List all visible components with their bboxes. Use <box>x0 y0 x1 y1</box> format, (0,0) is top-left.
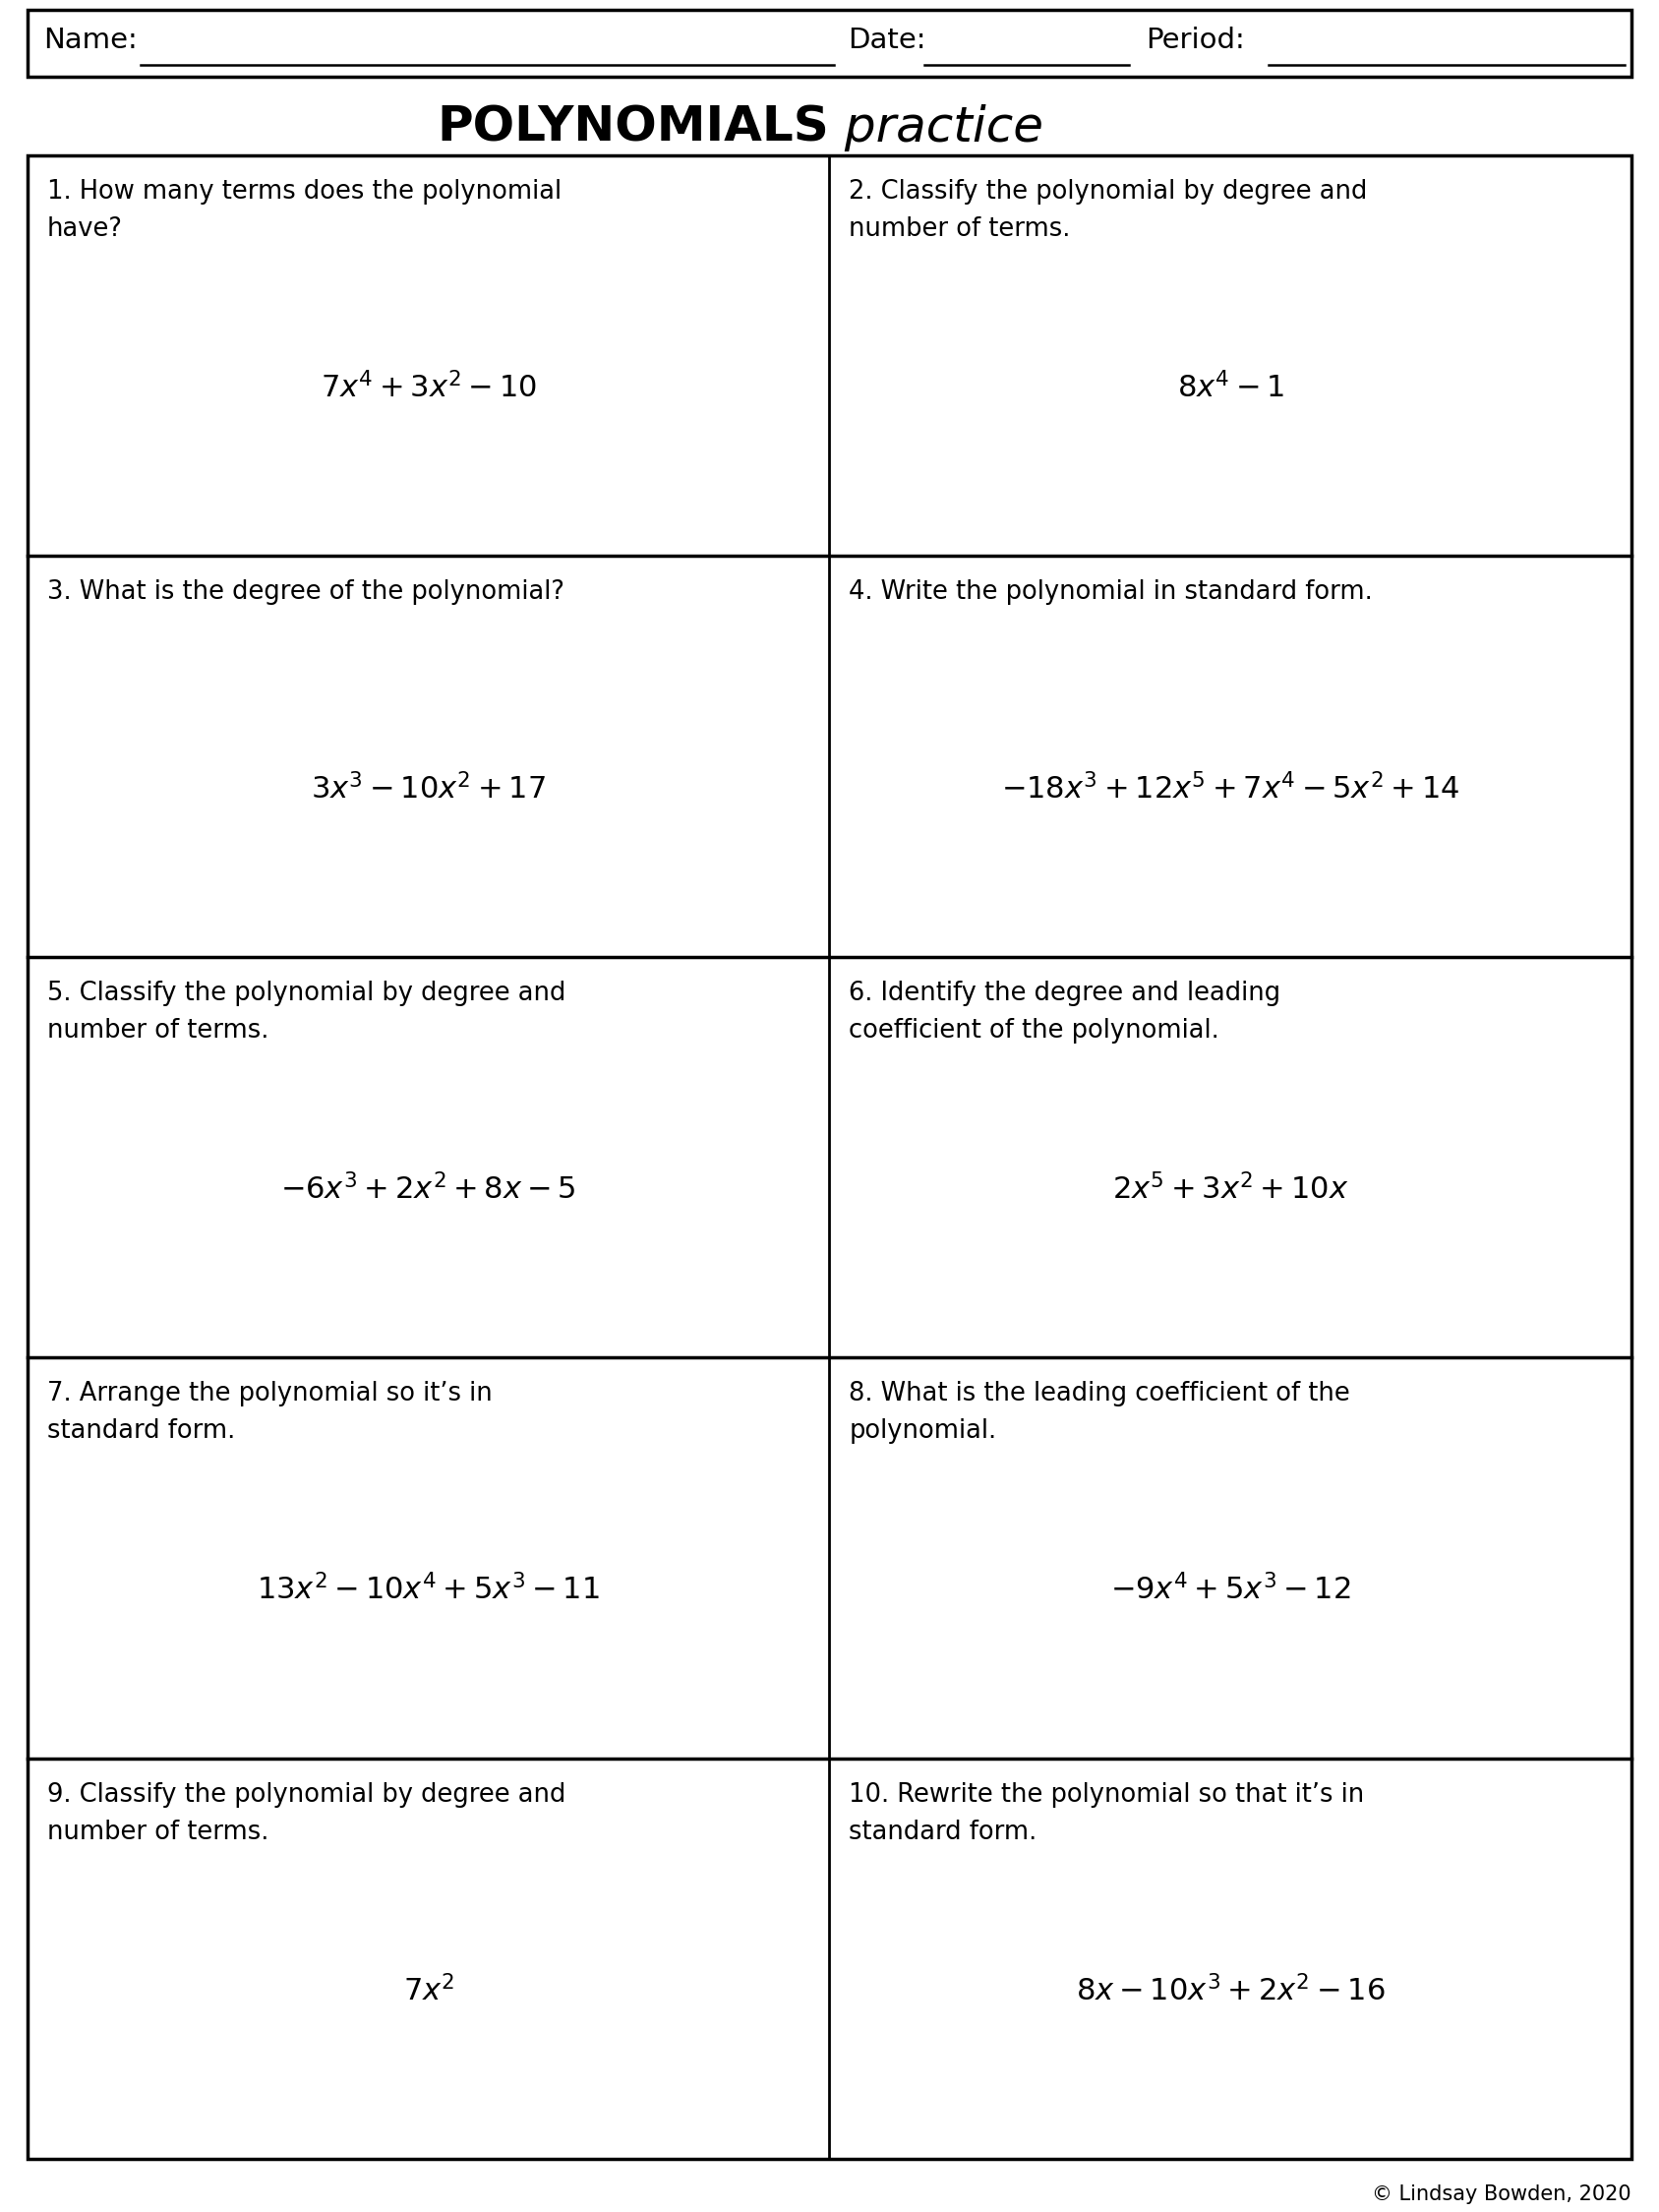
Text: 5. Classify the polynomial by degree and
number of terms.: 5. Classify the polynomial by degree and… <box>46 980 566 1044</box>
Text: 7. Arrange the polynomial so it’s in
standard form.: 7. Arrange the polynomial so it’s in sta… <box>46 1380 493 1444</box>
Text: 8. What is the leading coefficient of the
polynomial.: 8. What is the leading coefficient of th… <box>849 1380 1350 1444</box>
Text: $7x^2$: $7x^2$ <box>403 1975 455 2006</box>
Text: Period:: Period: <box>1146 27 1244 53</box>
Text: 10. Rewrite the polynomial so that it’s in
standard form.: 10. Rewrite the polynomial so that it’s … <box>849 1783 1365 1845</box>
Text: 9. Classify the polynomial by degree and
number of terms.: 9. Classify the polynomial by degree and… <box>46 1783 566 1845</box>
Text: $-18x^3 + 12x^5 + 7x^4 - 5x^2 + 14$: $-18x^3 + 12x^5 + 7x^4 - 5x^2 + 14$ <box>1000 772 1460 805</box>
Text: $7x^4 + 3x^2 - 10$: $7x^4 + 3x^2 - 10$ <box>320 372 538 405</box>
Text: 4. Write the polynomial in standard form.: 4. Write the polynomial in standard form… <box>849 580 1374 606</box>
Text: 2. Classify the polynomial by degree and
number of terms.: 2. Classify the polynomial by degree and… <box>849 179 1367 241</box>
Text: practice: practice <box>830 104 1044 150</box>
Text: $8x^4 - 1$: $8x^4 - 1$ <box>1176 372 1284 405</box>
Text: Date:: Date: <box>848 27 926 53</box>
Text: POLYNOMIALS: POLYNOMIALS <box>438 104 830 150</box>
Text: 3. What is the degree of the polynomial?: 3. What is the degree of the polynomial? <box>46 580 564 606</box>
Text: © Lindsay Bowden, 2020: © Lindsay Bowden, 2020 <box>1372 2185 1631 2203</box>
Text: $-9x^4 + 5x^3 - 12$: $-9x^4 + 5x^3 - 12$ <box>1110 1575 1350 1606</box>
Text: 1. How many terms does the polynomial
have?: 1. How many terms does the polynomial ha… <box>46 179 562 241</box>
Text: $8x - 10x^3 + 2x^2 - 16$: $8x - 10x^3 + 2x^2 - 16$ <box>1075 1975 1385 2006</box>
Text: $-6x^3 + 2x^2 + 8x - 5$: $-6x^3 + 2x^2 + 8x - 5$ <box>280 1172 576 1206</box>
Text: $3x^3 - 10x^2 + 17$: $3x^3 - 10x^2 + 17$ <box>310 772 546 805</box>
Text: $13x^2 - 10x^4 + 5x^3 - 11$: $13x^2 - 10x^4 + 5x^3 - 11$ <box>257 1575 601 1606</box>
Text: 6. Identify the degree and leading
coefficient of the polynomial.: 6. Identify the degree and leading coeff… <box>849 980 1281 1044</box>
Text: Name:: Name: <box>43 27 138 53</box>
Bar <box>28 9 1631 77</box>
Text: $2x^5 + 3x^2 + 10x$: $2x^5 + 3x^2 + 10x$ <box>1112 1172 1349 1206</box>
